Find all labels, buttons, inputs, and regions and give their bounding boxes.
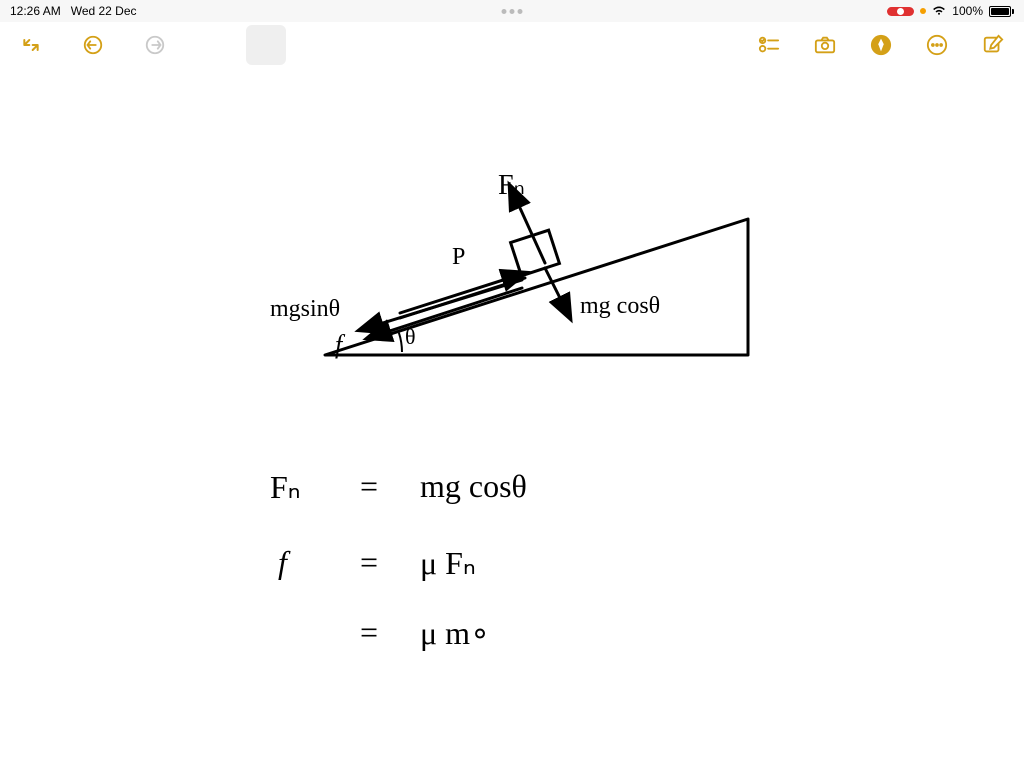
multitask-dot-icon [502, 9, 507, 14]
more-ellipsis-icon[interactable] [926, 34, 948, 56]
screen-recording-indicator[interactable] [887, 7, 914, 16]
mic-in-use-icon [920, 8, 926, 14]
status-time: 12:26 AM [10, 4, 61, 18]
multitask-dot-icon [510, 9, 515, 14]
label-mgcos: mg cosθ [580, 293, 660, 320]
camera-icon[interactable] [814, 34, 836, 56]
wifi-icon [932, 6, 946, 16]
notes-toolbar [0, 22, 1024, 68]
ipad-status-bar: 12:26 AM Wed 22 Dec 100% [0, 0, 1024, 22]
battery-percent: 100% [952, 4, 983, 18]
status-date: Wed 22 Dec [71, 4, 137, 18]
label-mgsin: mgsinθ [270, 296, 340, 323]
drawing-canvas[interactable]: Fₙ P mg cosθ mgsinθ f θ Fₙ = mg cosθ f =… [0, 68, 1024, 768]
markup-pen-icon[interactable] [870, 34, 892, 56]
toolbar-right-group [758, 34, 1004, 56]
undo-icon[interactable] [82, 34, 104, 56]
label-theta: θ [405, 324, 416, 350]
status-left-group: 12:26 AM Wed 22 Dec [10, 4, 137, 18]
multitask-dot-icon [518, 9, 523, 14]
eq3-eq: = [360, 614, 378, 651]
record-dot-icon [897, 8, 904, 15]
compose-icon[interactable] [982, 34, 1004, 56]
eq2-rhs: μ Fₙ [420, 544, 476, 582]
eq1-eq: = [360, 468, 378, 505]
eq1-lhs: Fₙ [270, 468, 301, 506]
eq2-eq: = [360, 544, 378, 581]
label-f: f [335, 330, 342, 360]
multitask-dots[interactable] [502, 9, 523, 14]
eq1-rhs: mg cosθ [420, 468, 527, 505]
eq3-rhs: μ m∘ [420, 614, 490, 652]
toolbar-left-group [20, 25, 286, 65]
note-thumbnail[interactable] [246, 25, 286, 65]
battery-icon [989, 6, 1014, 17]
label-p: P [452, 244, 465, 271]
status-right-group: 100% [887, 4, 1014, 18]
collapse-arrows-icon[interactable] [20, 34, 42, 56]
label-fn: Fₙ [498, 168, 525, 202]
redo-icon [144, 34, 166, 56]
checklist-icon[interactable] [758, 34, 780, 56]
eq2-lhs: f [278, 544, 287, 581]
